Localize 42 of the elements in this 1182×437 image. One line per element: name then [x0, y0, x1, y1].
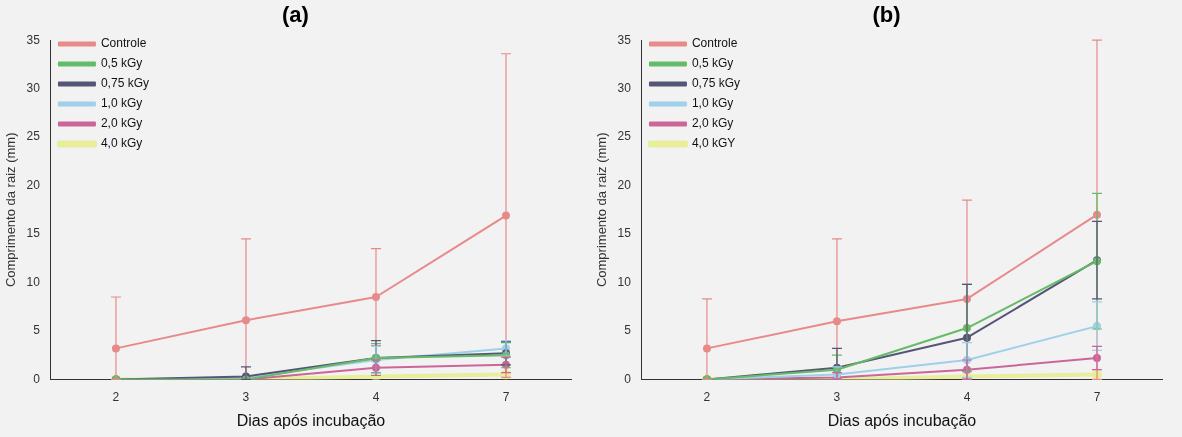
x-tick-label: 4: [372, 389, 380, 404]
y-tick-label: 30: [617, 80, 632, 95]
legend-label: 0,75 kGy: [691, 76, 740, 91]
y-tick-label: 0: [624, 371, 632, 386]
y-tick-label: 25: [26, 129, 41, 144]
legend-label: 0,75 kGy: [100, 76, 149, 91]
y-axis-title: Comprimento da raiz (mm): [594, 132, 610, 288]
x-axis-title: Dias após incubação: [827, 411, 977, 429]
chart-title: (a): [281, 2, 310, 28]
x-tick-label: 7: [502, 389, 510, 404]
y-tick-label: 15: [26, 226, 41, 241]
y-tick-label: 35: [617, 32, 632, 47]
legend-label: 4,0 kGY: [691, 136, 736, 151]
y-tick-label: 20: [617, 177, 632, 192]
y-tick-label: 10: [26, 274, 41, 289]
x-axis-title: Dias após incubação: [236, 411, 386, 429]
x-tick-label: 4: [963, 389, 971, 404]
y-tick-label: 25: [617, 129, 632, 144]
y-tick-label: 30: [26, 80, 41, 95]
y-axis-title: Comprimento da raiz (mm): [3, 132, 19, 288]
y-tick-label: 5: [624, 323, 632, 338]
legend-label: 2,0 kGy: [691, 116, 734, 131]
legend-label: 2,0 kGy: [100, 116, 143, 131]
x-tick-label: 3: [242, 389, 250, 404]
chart-title: (b): [871, 2, 902, 28]
x-tick-label: 3: [833, 389, 841, 404]
legend-label: Controle: [100, 36, 147, 51]
legend-label: 0,5 kGy: [100, 56, 143, 71]
legend-label: 1,0 kGy: [691, 96, 734, 111]
y-tick-label: 10: [617, 274, 632, 289]
legend-label: Controle: [691, 36, 738, 51]
y-tick-label: 20: [26, 177, 41, 192]
y-tick-label: 5: [33, 323, 41, 338]
y-tick-label: 35: [26, 32, 41, 47]
x-tick-label: 2: [112, 389, 120, 404]
x-tick-label: 7: [1093, 389, 1101, 404]
legend-label: 0,5 kGy: [691, 56, 734, 71]
y-tick-label: 0: [33, 371, 41, 386]
legend-label: 4,0 kGy: [100, 136, 143, 151]
x-tick-label: 2: [703, 389, 711, 404]
y-tick-label: 15: [617, 226, 632, 241]
legend-label: 1,0 kGy: [100, 96, 143, 111]
